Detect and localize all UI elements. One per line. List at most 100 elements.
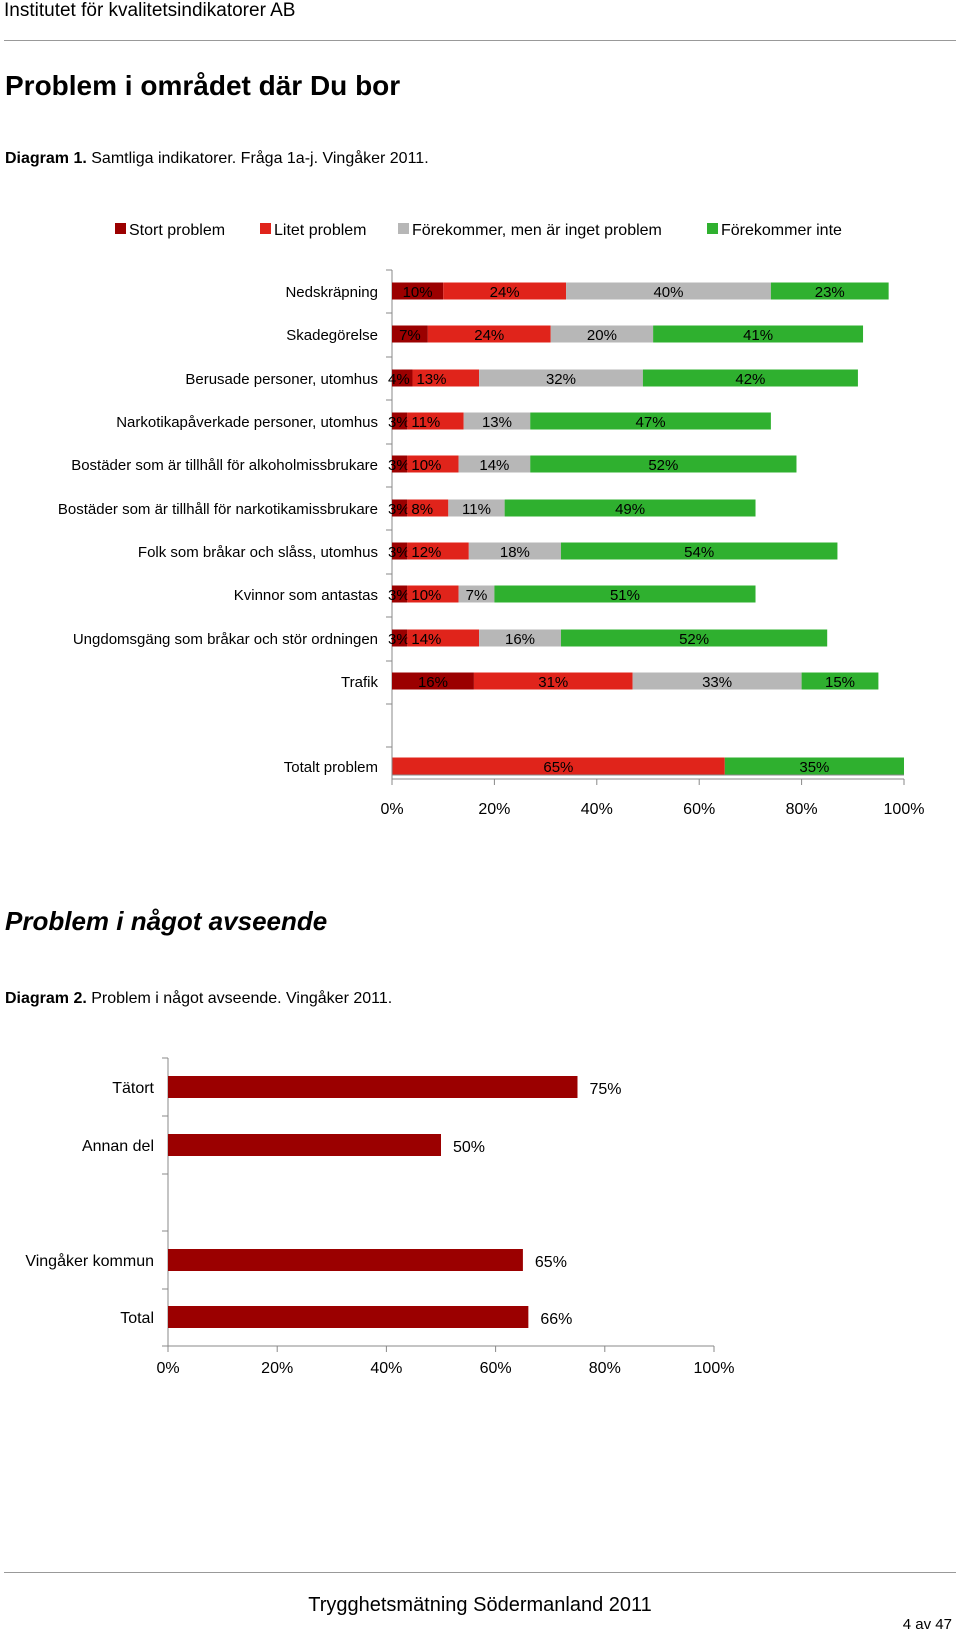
footer-title: Trygghetsmätning Södermanland 2011: [308, 1594, 652, 1616]
bar: [168, 1134, 441, 1156]
bar-segment: [479, 629, 561, 647]
category-label: Total: [120, 1310, 154, 1327]
data-label: 52%: [648, 457, 678, 474]
data-label: 10%: [411, 587, 441, 604]
bar-chart: Tätort 75% Annan del 50% Vingåker kommun 65% T…: [25, 1057, 734, 1377]
bar-segment: [407, 455, 459, 473]
category-label: Folk som bråkar och slåss, utomhus: [138, 544, 378, 561]
bar-segment: [724, 757, 904, 775]
legend-swatch-3: [398, 223, 409, 234]
data-label: 54%: [684, 544, 714, 561]
bar-segment: [504, 499, 756, 517]
data-label: 7%: [466, 587, 488, 604]
bar-segment: [407, 585, 459, 603]
bar-segment: [463, 412, 531, 430]
legend-swatch-1: [115, 223, 126, 234]
category-label: Skadegörelse: [286, 327, 378, 344]
data-label: 3%: [388, 587, 410, 604]
data-label: 51%: [610, 587, 640, 604]
data-label: 24%: [474, 327, 504, 344]
data-label: 35%: [799, 759, 829, 776]
bar-segment: [392, 455, 408, 473]
bar-segment: [392, 499, 408, 517]
x-tick-label: 40%: [581, 801, 613, 818]
data-label: 7%: [399, 327, 421, 344]
data-label: 3%: [388, 457, 410, 474]
category-label: Vingåker kommun: [25, 1252, 154, 1270]
data-label: 11%: [462, 501, 491, 518]
bar-segment: [448, 499, 505, 517]
data-label: 3%: [388, 544, 410, 561]
data-label: 40%: [653, 284, 683, 301]
bar-segment: [468, 542, 561, 560]
data-label: 33%: [702, 674, 732, 691]
legend-swatch-4: [707, 223, 718, 234]
x-tick-label: 0%: [380, 801, 403, 818]
bar-segment: [473, 672, 633, 690]
bar-segment: [550, 325, 654, 343]
data-label: 47%: [636, 414, 666, 431]
diagram-1-caption-label: Diagram 1.: [5, 150, 87, 167]
data-label: 3%: [388, 414, 410, 431]
data-label: 50%: [453, 1139, 485, 1156]
data-label: 41%: [743, 327, 773, 344]
data-label: 13%: [416, 371, 446, 388]
x-tick-label: 80%: [589, 1360, 621, 1377]
bar-segment: [392, 629, 408, 647]
bar-segment: [392, 412, 408, 430]
x-tick-label: 20%: [261, 1360, 293, 1377]
x-tick-label: 20%: [478, 801, 510, 818]
x-tick-label: 40%: [370, 1360, 402, 1377]
data-label: 32%: [546, 371, 576, 388]
x-tick-label: 60%: [480, 1360, 512, 1377]
legend-swatch-2: [260, 223, 271, 234]
data-label: 13%: [482, 414, 512, 431]
x-tick-label: 100%: [884, 801, 925, 818]
bar: [168, 1306, 529, 1328]
data-label: 12%: [411, 544, 441, 561]
data-label: 11%: [411, 414, 440, 431]
data-label: 14%: [479, 457, 509, 474]
bar-segment: [392, 672, 474, 690]
bar-segment: [407, 499, 449, 517]
data-label: 20%: [587, 327, 617, 344]
data-label: 3%: [388, 631, 410, 648]
data-label: 31%: [538, 674, 568, 691]
bar-segment: [392, 282, 444, 300]
category-label: Narkotikapåverkade personer, utomhus: [116, 414, 378, 431]
bar-segment: [560, 542, 838, 560]
x-tick-label: 60%: [683, 801, 715, 818]
bar-segment: [801, 672, 879, 690]
bar-segment: [566, 282, 771, 300]
data-label: 66%: [540, 1311, 572, 1328]
bar-segment: [392, 325, 428, 343]
bar-segment: [458, 455, 531, 473]
data-label: 10%: [403, 284, 433, 301]
data-label: 75%: [590, 1081, 622, 1098]
bar-segment: [407, 412, 464, 430]
data-label: 65%: [543, 759, 573, 776]
data-label: 15%: [825, 674, 855, 691]
category-label: Kvinnor som antastas: [234, 587, 378, 604]
bar: [168, 1249, 523, 1271]
data-label: 52%: [679, 631, 709, 648]
x-tick-label: 0%: [156, 1360, 179, 1377]
bar-segment: [392, 757, 725, 775]
category-label: Bostäder som är tillhåll för narkotikami…: [58, 501, 378, 518]
data-label: 4%: [388, 371, 410, 388]
data-label: 23%: [815, 284, 845, 301]
diagram-2-caption-text: Problem i något avseende. Vingåker 2011.: [86, 990, 393, 1007]
bar-segment: [407, 542, 469, 560]
legend-label-1: Stort problem: [129, 222, 225, 239]
legend-label-3: Förekommer, men är inget problem: [412, 222, 662, 239]
bar-segment: [642, 369, 858, 387]
section-2-title: Problem i något avseende: [5, 906, 328, 936]
bar-segment: [392, 542, 408, 560]
bar-segment: [560, 629, 828, 647]
bar-segment: [458, 585, 495, 603]
data-label: 16%: [418, 674, 448, 691]
category-label: Trafik: [341, 674, 378, 691]
data-label: 42%: [735, 371, 765, 388]
page-number: 4 av 47: [902, 1616, 952, 1633]
bar-segment: [530, 455, 797, 473]
